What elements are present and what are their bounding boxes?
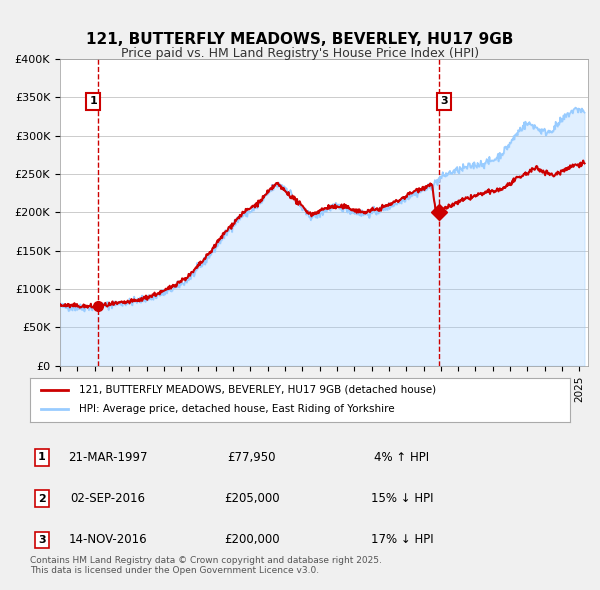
Text: 121, BUTTERFLY MEADOWS, BEVERLEY, HU17 9GB (detached house): 121, BUTTERFLY MEADOWS, BEVERLEY, HU17 9… <box>79 385 436 395</box>
Text: 121, BUTTERFLY MEADOWS, BEVERLEY, HU17 9GB: 121, BUTTERFLY MEADOWS, BEVERLEY, HU17 9… <box>86 32 514 47</box>
Text: 1: 1 <box>89 96 97 106</box>
Text: 15% ↓ HPI: 15% ↓ HPI <box>371 492 433 505</box>
Text: 17% ↓ HPI: 17% ↓ HPI <box>371 533 433 546</box>
Text: 3: 3 <box>440 96 448 106</box>
Text: 4% ↑ HPI: 4% ↑ HPI <box>374 451 430 464</box>
Text: Price paid vs. HM Land Registry's House Price Index (HPI): Price paid vs. HM Land Registry's House … <box>121 47 479 60</box>
Text: 3: 3 <box>38 535 46 545</box>
Text: Contains HM Land Registry data © Crown copyright and database right 2025.
This d: Contains HM Land Registry data © Crown c… <box>30 556 382 575</box>
Text: 02-SEP-2016: 02-SEP-2016 <box>71 492 146 505</box>
Text: 21-MAR-1997: 21-MAR-1997 <box>68 451 148 464</box>
Text: 14-NOV-2016: 14-NOV-2016 <box>68 533 148 546</box>
Text: 2: 2 <box>38 494 46 503</box>
Text: £200,000: £200,000 <box>224 533 280 546</box>
Text: 1: 1 <box>38 453 46 462</box>
Text: HPI: Average price, detached house, East Riding of Yorkshire: HPI: Average price, detached house, East… <box>79 405 394 414</box>
Text: £77,950: £77,950 <box>228 451 276 464</box>
Text: £205,000: £205,000 <box>224 492 280 505</box>
